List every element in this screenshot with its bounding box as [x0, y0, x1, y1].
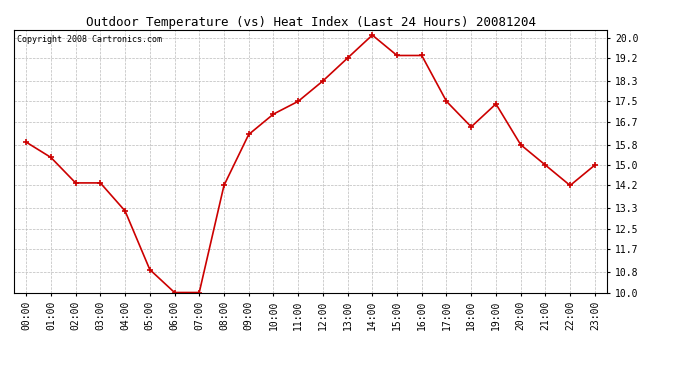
Text: Copyright 2008 Cartronics.com: Copyright 2008 Cartronics.com — [17, 35, 161, 44]
Title: Outdoor Temperature (vs) Heat Index (Last 24 Hours) 20081204: Outdoor Temperature (vs) Heat Index (Las… — [86, 16, 535, 29]
